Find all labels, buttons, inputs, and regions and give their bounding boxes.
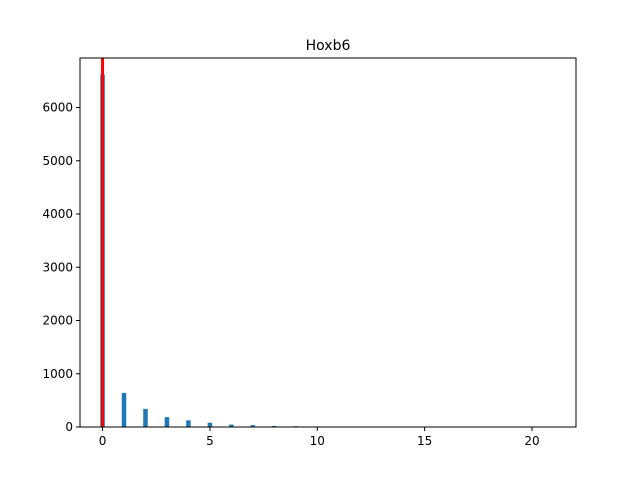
- bars-group: [100, 74, 556, 427]
- x-axis: 0 5 10 15 20: [99, 427, 540, 448]
- y-tick-label: 1000: [42, 367, 73, 381]
- x-tick-label: 10: [310, 434, 325, 448]
- x-tick-label: 20: [524, 434, 539, 448]
- x-tick-label: 0: [99, 434, 107, 448]
- plot-frame: [79, 57, 577, 428]
- histogram-bar: [229, 424, 234, 427]
- y-axis: 0 1000 2000 3000 4000 5000 6000: [42, 101, 80, 434]
- y-tick-label: 0: [65, 420, 73, 434]
- y-tick-label: 6000: [42, 101, 73, 115]
- chart-title: Hoxb6: [306, 38, 351, 54]
- y-tick-label: 4000: [42, 207, 73, 221]
- y-tick-label: 5000: [42, 154, 73, 168]
- y-tick-label: 3000: [42, 260, 73, 274]
- y-tick-label: 2000: [42, 314, 73, 328]
- x-tick-label: 5: [206, 434, 214, 448]
- histogram-bar: [250, 425, 256, 427]
- histogram-bar: [207, 422, 213, 427]
- histogram-bar: [143, 408, 148, 427]
- histogram-bar: [164, 417, 170, 427]
- histogram-bar: [272, 425, 277, 427]
- x-tick-label: 15: [417, 434, 432, 448]
- histogram-bar: [186, 420, 191, 427]
- histogram-bar: [121, 392, 127, 427]
